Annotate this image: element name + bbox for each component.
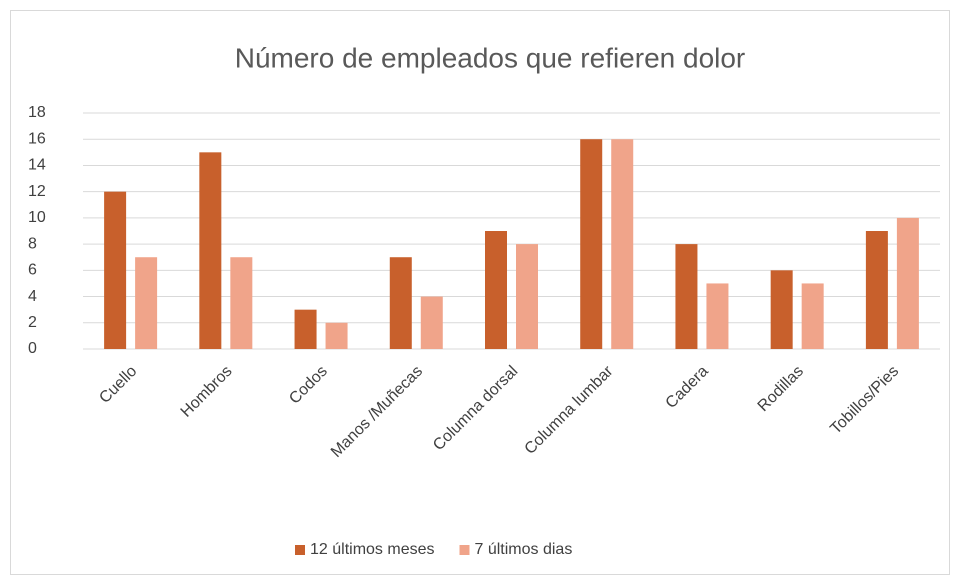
bar [770, 270, 793, 349]
y-tick-label: 16 [28, 130, 46, 147]
y-tick-label: 10 [28, 209, 46, 226]
y-tick-label: 12 [28, 183, 46, 200]
bar [611, 139, 634, 349]
bar [389, 257, 412, 349]
bar [199, 152, 222, 349]
y-tick-label: 6 [28, 262, 37, 279]
y-tick-label: 8 [28, 235, 37, 252]
bar [230, 257, 253, 349]
bar [580, 139, 603, 349]
y-tick-label: 2 [28, 314, 37, 331]
bar [294, 309, 317, 349]
bar [516, 244, 538, 349]
y-tick-label: 14 [28, 157, 46, 174]
chart-border [10, 10, 950, 575]
bar [135, 257, 158, 349]
legend-swatch [295, 545, 305, 555]
y-tick-label: 18 [28, 104, 46, 121]
bar [675, 244, 698, 349]
bar [865, 231, 888, 349]
legend-swatch [459, 545, 470, 555]
chart-title: Número de empleados que refieren dolor [235, 42, 746, 73]
bar [325, 322, 348, 349]
legend-label: 7 últimos dias [475, 541, 573, 558]
bar [706, 283, 729, 349]
y-tick-label: 0 [28, 340, 37, 357]
bar [801, 283, 824, 349]
bar [420, 296, 443, 349]
legend-label: 12 últimos meses [310, 541, 435, 558]
y-tick-label: 4 [28, 288, 37, 305]
bar [104, 191, 127, 349]
bar [485, 231, 507, 349]
bar [896, 217, 919, 349]
